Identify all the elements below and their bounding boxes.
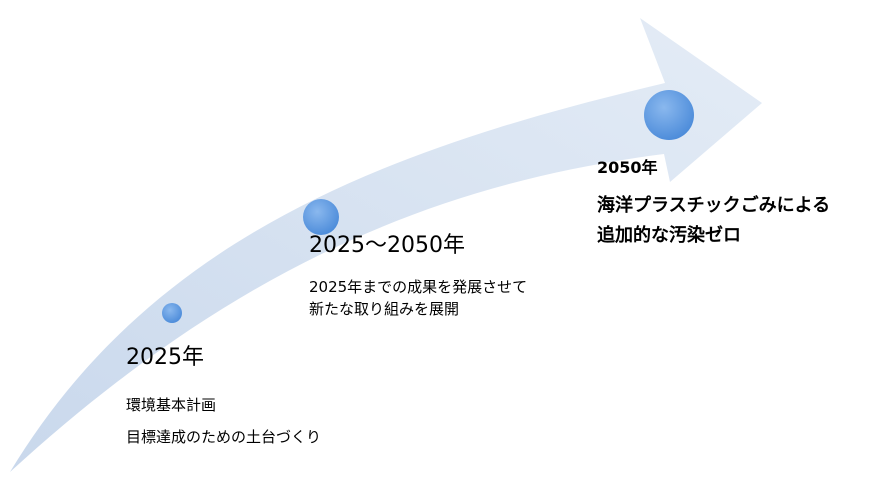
milestone-2050-line-1: 海洋プラスチックごみによる bbox=[597, 195, 831, 216]
milestone-2050-line-2: 追加的な汚染ゼロ bbox=[597, 225, 741, 246]
milestone-2025-line-2: 目標達成のための土台づくり bbox=[126, 428, 322, 446]
milestone-2050-year: 2050年 bbox=[597, 158, 658, 177]
milestone-dot-2050 bbox=[644, 90, 694, 140]
milestone-2025-2050-year: 2025〜2050年 bbox=[309, 233, 465, 258]
curved-arrow bbox=[10, 18, 762, 472]
milestone-dot-2025-2050 bbox=[303, 199, 339, 235]
milestone-2025-2050-line-1: 2025年までの成果を発展させて bbox=[309, 278, 528, 296]
milestone-dot-2025 bbox=[162, 303, 182, 323]
milestone-2025-year: 2025年 bbox=[126, 345, 204, 370]
milestone-2025-2050-line-2: 新たな取り組みを展開 bbox=[309, 300, 460, 318]
milestone-2025-line-1: 環境基本計画 bbox=[126, 396, 217, 414]
